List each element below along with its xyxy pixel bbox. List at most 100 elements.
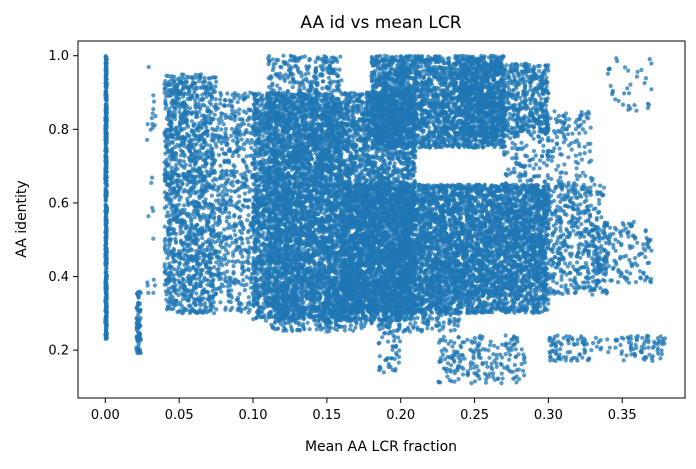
scatter-point [224, 279, 228, 283]
scatter-point [194, 182, 198, 186]
scatter-point [190, 75, 194, 79]
scatter-point [246, 260, 250, 264]
scatter-point [182, 159, 186, 163]
scatter-point [249, 276, 253, 280]
scatter-point [211, 179, 215, 183]
scatter-point [172, 75, 176, 79]
scatter-point [197, 277, 201, 281]
scatter-point [215, 268, 219, 272]
scatter-point [166, 266, 170, 270]
scatter-point [220, 112, 224, 116]
scatter-point [234, 224, 238, 228]
scatter-point [192, 132, 196, 136]
scatter-point [165, 142, 169, 146]
scatter-point [207, 214, 211, 218]
scatter-point [184, 174, 188, 178]
scatter-point [220, 147, 224, 151]
scatter-point [220, 184, 224, 188]
scatter-point [224, 206, 228, 210]
scatter-point [176, 278, 180, 282]
scatter-point [177, 110, 181, 114]
scatter-point [215, 274, 219, 278]
scatter-point [202, 276, 206, 280]
scatter-point [216, 234, 220, 238]
scatter-point [179, 143, 183, 147]
scatter-point [203, 118, 207, 122]
scatter-point [199, 172, 203, 176]
scatter-point [257, 184, 261, 188]
scatter-point [246, 267, 250, 271]
scatter-point [182, 166, 186, 170]
scatter-point [163, 172, 167, 176]
scatter-point [163, 225, 167, 229]
scatter-point [187, 297, 191, 301]
scatter-point [239, 282, 243, 286]
scatter-point [179, 273, 183, 277]
scatter-point [212, 215, 216, 219]
scatter-point [243, 288, 247, 292]
scatter-point [169, 219, 173, 223]
scatter-point [195, 271, 199, 275]
scatter-point [232, 175, 236, 179]
scatter-point [198, 245, 202, 249]
scatter-point [164, 278, 168, 282]
scatter-point [196, 201, 200, 205]
scatter-point [186, 255, 190, 259]
scatter-point [193, 226, 197, 230]
scatter-point [200, 93, 204, 97]
scatter-point [151, 111, 155, 115]
scatter-point [104, 277, 108, 281]
scatter-point [152, 100, 156, 104]
scatter-point [229, 169, 233, 173]
scatter-point [104, 304, 108, 308]
scatter-point [228, 199, 232, 203]
scatter-point [104, 86, 108, 90]
scatter-point [218, 97, 222, 101]
scatter-point [177, 179, 181, 183]
scatter-point [180, 182, 184, 186]
scatter-point [185, 189, 189, 193]
scatter-point [192, 146, 196, 150]
scatter-point [202, 122, 206, 126]
scatter-point [203, 79, 207, 83]
scatter-point [208, 92, 212, 96]
scatter-point [246, 205, 250, 209]
scatter-point [186, 276, 190, 280]
scatter-point [237, 107, 241, 111]
scatter-point [163, 91, 167, 95]
scatter-point [240, 94, 244, 98]
scatter-point [152, 278, 156, 282]
scatter-point [178, 262, 182, 266]
scatter-point [165, 214, 169, 218]
scatter-point [104, 163, 108, 167]
scatter-point [197, 166, 201, 170]
scatter-point [104, 142, 108, 146]
scatter-point [177, 265, 181, 269]
scatter-point [146, 122, 150, 126]
scatter-point [104, 286, 108, 290]
scatter-point [217, 201, 221, 205]
scatter-point [221, 203, 225, 207]
scatter-point [179, 153, 183, 157]
scatter-point [212, 161, 216, 165]
scatter-point [164, 298, 168, 302]
scatter-point [104, 91, 108, 95]
scatter-point [211, 285, 215, 289]
scatter-point [138, 324, 142, 328]
scatter-point [105, 209, 109, 213]
scatter-point [240, 222, 244, 226]
scatter-point [231, 271, 235, 275]
scatter-point [197, 79, 201, 83]
scatter-point [202, 206, 206, 210]
scatter-point [181, 283, 185, 287]
scatter-point [245, 237, 249, 241]
scatter-point [194, 291, 198, 295]
scatter-point [104, 130, 108, 134]
chart-title: AA id vs mean LCR [300, 13, 461, 33]
scatter-point [195, 212, 199, 216]
scatter-point [226, 226, 230, 230]
scatter-point [211, 272, 215, 276]
scatter-point [218, 164, 222, 168]
scatter-point [166, 137, 170, 141]
scatter-point [224, 181, 228, 185]
